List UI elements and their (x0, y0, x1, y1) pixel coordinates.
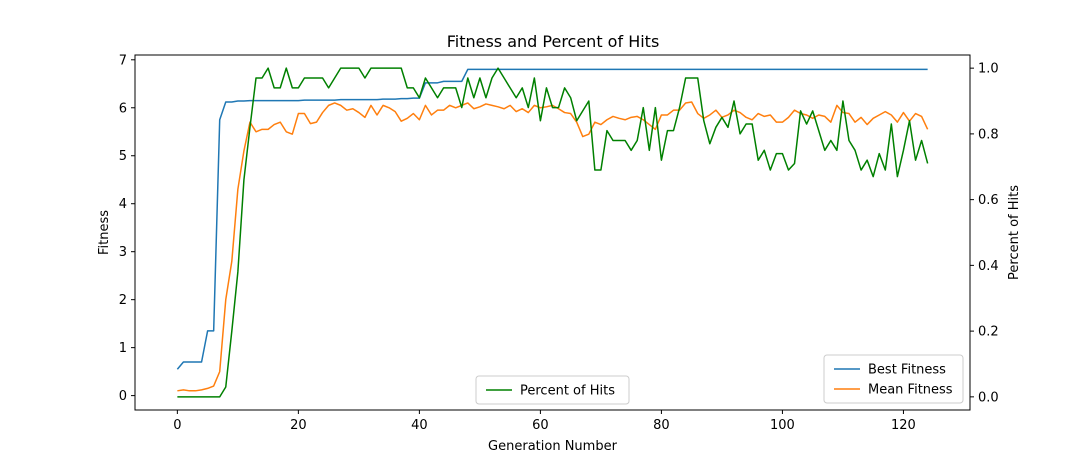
x-tick-label: 40 (411, 418, 428, 433)
y-axis-label-right: Percent of Hits (1007, 185, 1022, 280)
legend-label: Best Fitness (868, 363, 946, 378)
legend-box (475, 375, 630, 405)
y-tick-label-left: 5 (119, 149, 127, 164)
y-tick-label-right: 1.0 (978, 62, 999, 77)
legend-label: Mean Fitness (868, 383, 953, 398)
legend-label: Percent of Hits (520, 384, 615, 399)
y-tick-label-left: 3 (119, 245, 127, 260)
legend-box (823, 354, 964, 404)
y-tick-label-left: 0 (119, 389, 127, 404)
y-tick-label-right: 0.6 (978, 193, 999, 208)
axis-ticks: 0 20 40 60 80 100 120 0 1 2 3 4 5 6 7 0.0 0.2 0.4 0.6 0.8 1.… (119, 53, 999, 433)
x-tick-label: 60 (532, 418, 549, 433)
y-tick-label-right: 0.0 (978, 390, 999, 405)
chart-title: Fitness and Percent of Hits (447, 32, 660, 51)
x-tick-label: 0 (173, 418, 181, 433)
y-axis-label-left: Fitness (97, 210, 112, 255)
series-line-percent-of-hits (177, 67, 929, 398)
legends: Best Fitness Mean Fitness Percent of Hits (475, 354, 964, 405)
axes-frame (134, 54, 971, 411)
y-tick-label-left: 6 (119, 101, 127, 116)
x-tick-label: 20 (290, 418, 307, 433)
series-line-best-fitness (176, 68, 928, 370)
y-tick-label-right: 0.8 (978, 127, 999, 142)
y-tick-label-left: 2 (119, 293, 127, 308)
y-tick-label-left: 1 (119, 341, 127, 356)
x-tick-label: 80 (653, 418, 670, 433)
y-tick-label-right: 0.2 (978, 325, 999, 340)
plot-area (176, 67, 929, 398)
y-tick-label-left: 4 (119, 197, 127, 212)
x-tick-label: 120 (891, 418, 916, 433)
y-tick-label-left: 7 (119, 53, 127, 68)
y-tick-label-right: 0.4 (978, 259, 999, 274)
x-axis-label: Generation Number (488, 439, 618, 454)
x-tick-label: 100 (770, 418, 795, 433)
